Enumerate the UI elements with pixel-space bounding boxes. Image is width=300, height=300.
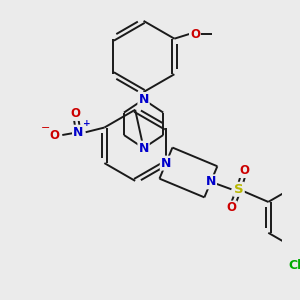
Text: S: S [234,183,244,196]
Text: O: O [226,202,236,214]
Text: N: N [161,157,171,169]
Text: −: − [41,122,50,133]
Text: N: N [138,93,149,106]
Text: Cl: Cl [288,259,300,272]
Text: +: + [83,119,90,128]
Text: N: N [73,126,83,139]
Text: O: O [190,28,200,40]
Text: N: N [138,142,149,154]
Text: N: N [206,175,216,188]
Text: O: O [50,128,60,142]
Text: O: O [70,107,80,120]
Text: O: O [239,164,250,177]
